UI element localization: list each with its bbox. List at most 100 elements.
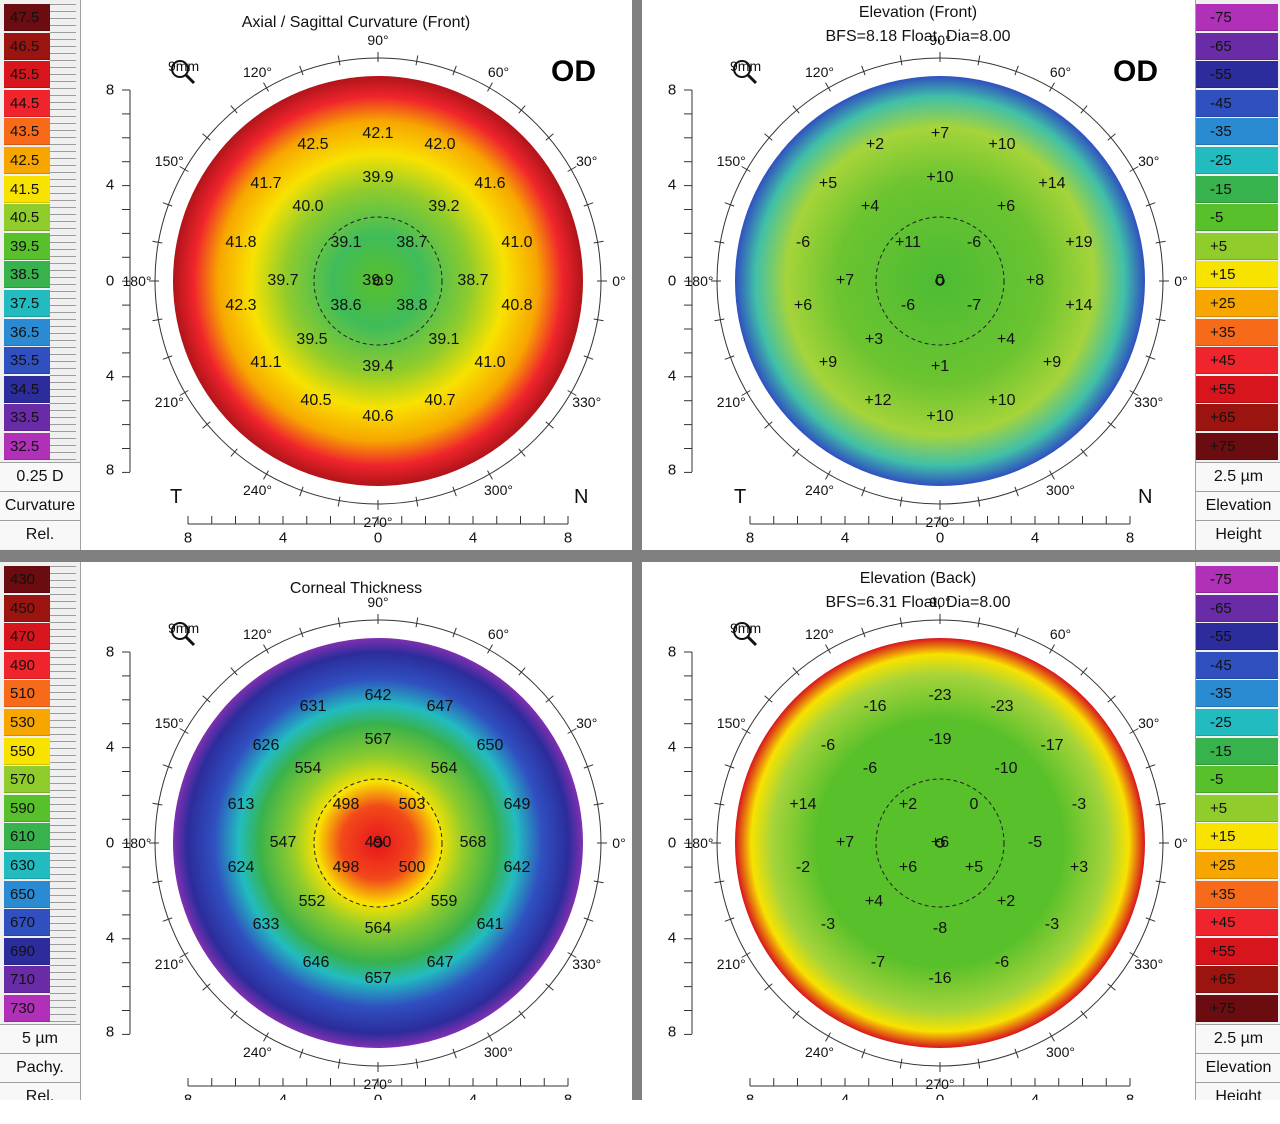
map-value: -6 (900, 297, 916, 314)
scale-swatch: 41.5 (4, 175, 50, 203)
map-value: 38.7 (396, 234, 428, 251)
scale-swatch: 610 (4, 823, 50, 851)
axial-map[interactable]: Axial / Sagittal Curvature (Front) OD T … (80, 0, 632, 550)
map-value: +10 (988, 392, 1016, 409)
scale-swatch: -45 (1196, 89, 1278, 117)
map-value: 40.0 (292, 198, 324, 215)
y-axis-label: 4 (667, 367, 677, 385)
pupil-outline (313, 778, 443, 908)
scale-swatch: -65 (1196, 32, 1278, 60)
map-value: +1 (930, 358, 950, 375)
map-canvas[interactable] (642, 562, 1194, 1100)
angle-label: 60° (1049, 626, 1072, 643)
map-value: +12 (864, 392, 892, 409)
map-value: 39.5 (296, 331, 328, 348)
x-axis-label: 8 (183, 1091, 193, 1101)
map-value: -6 (820, 737, 836, 754)
scale-swatch: 530 (4, 709, 50, 736)
map-value: 649 (503, 796, 531, 813)
angle-label: 120° (805, 64, 834, 81)
scale-swatch: 570 (4, 766, 50, 794)
map-value: 642 (364, 687, 392, 704)
scale-unit: Elevation (1196, 491, 1280, 520)
angle-label: 0° (612, 273, 626, 289)
bottom-strip (0, 1100, 1280, 1124)
map-value: +8 (1025, 272, 1045, 289)
elevation-front-map[interactable]: Elevation (Front) BFS=8.18 Float, Dia=8.… (642, 0, 1194, 550)
map-value: +4 (860, 198, 880, 215)
pupil-outline (875, 778, 1005, 908)
map-value: 38.6 (330, 297, 362, 314)
scale-swatch: 630 (4, 852, 50, 879)
thickness-map[interactable]: Corneal Thickness 9mm 8 4 0 4 8 8 4 0 4 8 90° 60° 30°… (80, 562, 632, 1100)
scale-swatch: +5 (1196, 794, 1278, 822)
scale-swatch: +75 (1196, 433, 1278, 460)
map-value: +5 (964, 859, 984, 876)
zoom-icon[interactable]: 9mm (730, 58, 761, 85)
map-value: 39.1 (330, 234, 362, 251)
zoom-icon[interactable]: 9mm (730, 620, 761, 647)
angle-label: 150° (154, 152, 184, 169)
angle-label: 90° (367, 594, 389, 610)
angle-label: 30° (1138, 714, 1160, 731)
scale-swatch: -25 (1196, 709, 1278, 736)
map-value: -10 (994, 760, 1018, 777)
y-axis-label: 8 (105, 81, 115, 99)
map-value: 38.8 (396, 297, 428, 314)
scale-swatch: 550 (4, 737, 50, 765)
map-value: -7 (966, 297, 982, 314)
elevation-scale: -75 -65 -55 -45 -35 -25 -15 -5 +5 +15 +25 +35 +45 +55… (1195, 0, 1280, 550)
map-canvas[interactable] (80, 562, 632, 1100)
angle-label: 60° (487, 626, 510, 643)
map-title: Corneal Thickness (289, 580, 423, 597)
zoom-icon[interactable]: 9mm (168, 58, 199, 85)
angle-label: 210° (716, 955, 746, 972)
map-value: +2 (898, 796, 918, 813)
scale-swatch: +5 (1196, 232, 1278, 260)
scale-swatch: 45.5 (4, 61, 50, 89)
map-value: +6 (793, 297, 813, 314)
scale-swatch: -35 (1196, 118, 1278, 146)
y-axis-label: 0 (667, 834, 677, 852)
map-value: 564 (364, 920, 392, 937)
map-value: 41.0 (474, 354, 506, 371)
scale-swatch: -75 (1196, 566, 1278, 593)
map-value: -16 (863, 698, 887, 715)
angle-label: 60° (1049, 64, 1072, 81)
pachymetry-scale: 430 450 470 490 510 530 550 570 590 610 630 650 670 6… (0, 562, 81, 1100)
map-value: +10 (926, 169, 954, 186)
scale-swatch: -75 (1196, 4, 1278, 31)
eye-label: OD (1113, 55, 1158, 88)
y-axis-label: 8 (667, 643, 677, 661)
angle-label: 330° (1134, 955, 1164, 972)
angle-label: 210° (716, 393, 746, 410)
map-value: 641 (476, 916, 504, 933)
x-axis-label: 0 (935, 529, 945, 547)
color-map-disc (735, 638, 1145, 1048)
map-value: 41.0 (501, 234, 533, 251)
scale-unit: Elevation (1196, 1053, 1280, 1082)
y-axis-label: 0 (105, 834, 115, 852)
map-subtitle: BFS=8.18 Float, Dia=8.00 (825, 28, 1011, 45)
scale-step: 0.25 D (0, 462, 80, 491)
zoom-icon[interactable]: 9mm (168, 620, 199, 647)
map-value: +9 (1042, 354, 1062, 371)
x-axis-label: 4 (840, 1091, 850, 1101)
scale-swatch: 730 (4, 995, 50, 1022)
scale-swatch: 470 (4, 623, 50, 651)
map-value: 38.7 (457, 272, 489, 289)
map-title: Elevation (Back) (859, 570, 977, 587)
elevation-back-map[interactable]: Elevation (Back) BFS=6.31 Float, Dia=8.0… (642, 562, 1194, 1100)
scale-step: 2.5 µm (1196, 462, 1280, 491)
map-canvas[interactable] (642, 0, 1194, 550)
scale-swatch: +55 (1196, 937, 1278, 965)
map-value: 613 (227, 796, 255, 813)
map-canvas[interactable] (80, 0, 632, 550)
scale-step: 2.5 µm (1196, 1024, 1280, 1053)
scale-swatch: 510 (4, 680, 50, 708)
scale-swatch: -45 (1196, 651, 1278, 679)
scale-swatch: +25 (1196, 852, 1278, 879)
y-axis-label: 0 (105, 272, 115, 290)
scale-swatch: -55 (1196, 61, 1278, 89)
angle-label: 180° (684, 835, 714, 851)
